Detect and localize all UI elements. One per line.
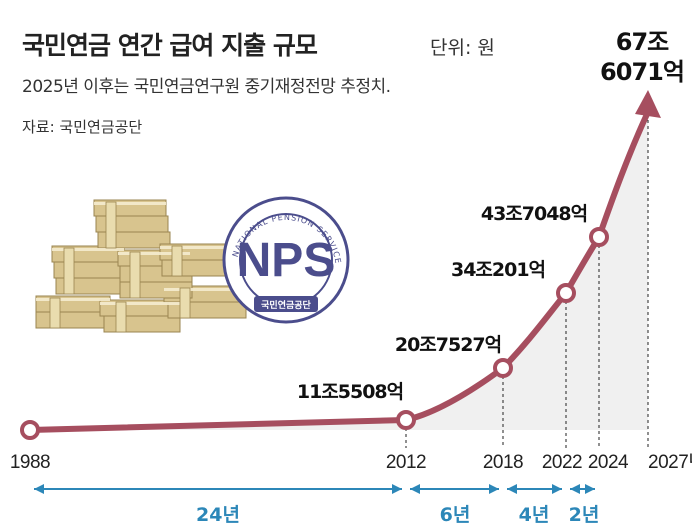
span-label-1988-2012: 24년 — [196, 504, 240, 526]
x-tick-2024: 2024 — [588, 452, 629, 473]
span-arrow-left-1988 — [34, 484, 44, 494]
x-tick-1988: 1988 — [10, 452, 50, 473]
arrow-head — [635, 90, 661, 118]
data-label-2024: 43조7048억 — [481, 203, 587, 225]
span-arrow-left-2018 — [507, 484, 517, 494]
span-arrow-right-2024 — [585, 484, 595, 494]
chart-title: 국민연금 연간 급여 지출 규모 — [22, 31, 318, 60]
x-tick-2027: 2027년 — [648, 451, 692, 473]
span-label-2012-2018: 6년 — [440, 504, 471, 526]
span-arrow-right-2022 — [552, 484, 562, 494]
logo-mark-text: NPS — [237, 234, 336, 287]
x-tick-2018: 2018 — [483, 452, 523, 473]
data-point-1988 — [20, 420, 40, 440]
data-label-2012: 11조5508억 — [297, 381, 403, 403]
data-point-2022 — [556, 283, 576, 303]
money-stack-illustration — [35, 199, 247, 333]
source-note: 자료: 국민연금공단 — [22, 118, 142, 136]
span-arrow-right-2018 — [489, 484, 499, 494]
span-arrow-left-2012 — [410, 484, 420, 494]
data-label-2022: 34조201억 — [451, 259, 545, 281]
span-label-2018-2022: 4년 — [519, 504, 550, 526]
data-label-2027-line2: 6071억 — [600, 58, 684, 86]
data-label-2027-line1: 67조 — [616, 28, 669, 56]
x-tick-2022: 2022 — [542, 452, 582, 473]
data-label-2018: 20조7527억 — [395, 334, 501, 356]
data-point-2018 — [493, 358, 513, 378]
span-label-2022-2024: 2년 — [569, 504, 600, 526]
unit-label: 단위: 원 — [430, 37, 495, 59]
span-arrow-left-2022 — [570, 484, 580, 494]
chart-subtitle: 2025년 이후는 국민연금연구원 중기재정전망 추정치. — [22, 77, 391, 97]
area-fill — [30, 112, 648, 430]
data-point-2024 — [589, 227, 609, 247]
data-point-2012 — [396, 410, 416, 430]
x-tick-2012: 2012 — [386, 452, 426, 473]
span-arrow-right-2012 — [392, 484, 402, 494]
nps-logo: NATIONAL PENSION SERVICE NPS 국민연금공단 — [222, 196, 350, 324]
logo-korean-name: 국민연금공단 — [261, 299, 311, 311]
